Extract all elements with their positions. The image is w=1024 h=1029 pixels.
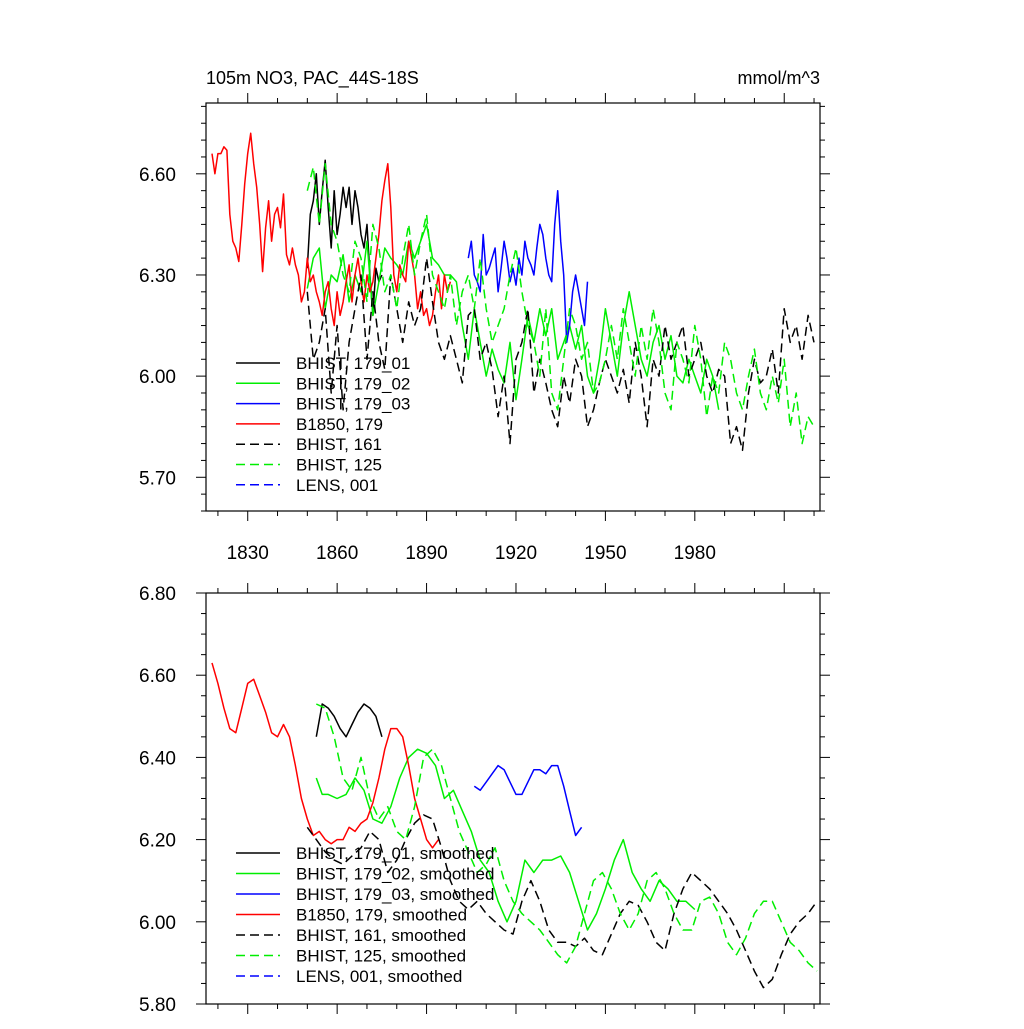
legend-label: BHIST, 125, smoothed bbox=[296, 947, 466, 966]
y-tick-label: 6.80 bbox=[139, 584, 176, 605]
series-line-b1850-179 bbox=[211, 132, 452, 327]
series-line-bhist-125-smoothed bbox=[315, 703, 818, 972]
series-line-bhist-161 bbox=[306, 257, 815, 452]
plot-frame bbox=[205, 102, 821, 512]
y-tick-label: 6.20 bbox=[139, 831, 176, 852]
y-tick-label: 5.80 bbox=[139, 995, 176, 1016]
series-line-bhist-125 bbox=[306, 162, 815, 445]
legend-label: BHIST, 179_01 bbox=[296, 354, 410, 373]
y-tick-label: 6.00 bbox=[139, 367, 176, 388]
y-tick-label: 6.40 bbox=[139, 748, 176, 769]
series-line-b1850-179-smoothed bbox=[211, 662, 440, 849]
legend-label: LENS, 001, smoothed bbox=[296, 967, 462, 986]
y-tick-label: 6.00 bbox=[139, 913, 176, 934]
x-tick-label: 1920 bbox=[495, 543, 537, 564]
legend-label: BHIST, 179_03, smoothed bbox=[296, 885, 494, 904]
y-tick-label: 6.60 bbox=[139, 165, 176, 186]
series-line-bhist-161-smoothed bbox=[306, 814, 818, 989]
legend-label: BHIST, 179_02, smoothed bbox=[296, 865, 494, 884]
chart-title: 105m NO3, PAC_44S-18S bbox=[206, 68, 419, 89]
legend-label: BHIST, 179_02 bbox=[296, 374, 410, 393]
series-line-bhist-179-03 bbox=[467, 189, 589, 344]
legend-label: BHIST, 179_03 bbox=[296, 395, 410, 414]
x-tick-label: 1950 bbox=[584, 543, 626, 564]
plot-area bbox=[211, 132, 815, 452]
legend-label: BHIST, 179_01, smoothed bbox=[296, 844, 494, 863]
x-tick-label: 1890 bbox=[405, 543, 447, 564]
series-line-bhist-179-03-smoothed bbox=[473, 764, 583, 837]
legend-label: BHIST, 161, smoothed bbox=[296, 926, 466, 945]
plot-area bbox=[211, 662, 818, 989]
x-tick-label: 1860 bbox=[316, 543, 358, 564]
y-tick-label: 6.60 bbox=[139, 666, 176, 687]
x-tick-label: 1980 bbox=[674, 543, 716, 564]
series-line-bhist-179-02 bbox=[306, 223, 720, 410]
chart-panel-2: 5.80 6.00 6.20 6.40 6.60 6.80 BHIST, 179_01, s… bbox=[139, 583, 830, 1016]
legend-label: B1850, 179 bbox=[296, 415, 383, 434]
chart-panel-1: 1830 1860 1890 1920 1950 1980 5.70 6.00 6.30 6.60… bbox=[139, 68, 830, 564]
y-tick-label: 5.70 bbox=[139, 468, 176, 489]
legend-label: B1850, 179, smoothed bbox=[296, 906, 467, 925]
series-line-bhist-179-01-smoothed bbox=[315, 703, 383, 738]
legend-label: BHIST, 125 bbox=[296, 456, 382, 475]
legend-label: BHIST, 161 bbox=[296, 435, 382, 454]
chart-units: mmol/m^3 bbox=[738, 68, 820, 88]
series-line-bhist-179-02-smoothed bbox=[315, 748, 696, 931]
x-tick-label: 1830 bbox=[227, 543, 269, 564]
y-tick-label: 6.30 bbox=[139, 266, 176, 287]
legend-label: LENS, 001 bbox=[296, 476, 378, 495]
